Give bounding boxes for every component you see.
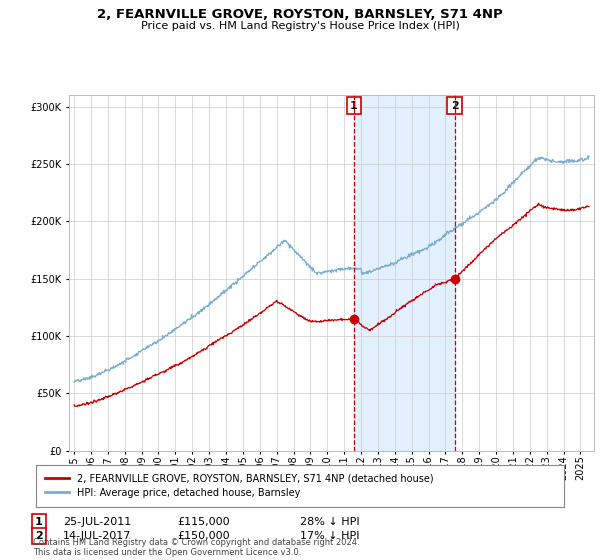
Text: Price paid vs. HM Land Registry's House Price Index (HPI): Price paid vs. HM Land Registry's House … bbox=[140, 21, 460, 31]
Legend: 2, FEARNVILLE GROVE, ROYSTON, BARNSLEY, S71 4NP (detached house), HPI: Average p: 2, FEARNVILLE GROVE, ROYSTON, BARNSLEY, … bbox=[41, 469, 437, 502]
Text: 2: 2 bbox=[451, 101, 458, 110]
Text: £150,000: £150,000 bbox=[177, 531, 230, 541]
Text: 1: 1 bbox=[350, 101, 358, 110]
Text: 17% ↓ HPI: 17% ↓ HPI bbox=[300, 531, 359, 541]
Text: 1: 1 bbox=[35, 517, 43, 527]
Text: 25-JUL-2011: 25-JUL-2011 bbox=[63, 517, 131, 527]
Text: 2: 2 bbox=[35, 531, 43, 541]
Text: 14-JUL-2017: 14-JUL-2017 bbox=[63, 531, 131, 541]
Text: 2, FEARNVILLE GROVE, ROYSTON, BARNSLEY, S71 4NP: 2, FEARNVILLE GROVE, ROYSTON, BARNSLEY, … bbox=[97, 8, 503, 21]
Bar bbox=[354, 95, 455, 451]
Text: 28% ↓ HPI: 28% ↓ HPI bbox=[300, 517, 359, 527]
Text: £115,000: £115,000 bbox=[177, 517, 230, 527]
Text: Contains HM Land Registry data © Crown copyright and database right 2024.
This d: Contains HM Land Registry data © Crown c… bbox=[33, 538, 359, 557]
